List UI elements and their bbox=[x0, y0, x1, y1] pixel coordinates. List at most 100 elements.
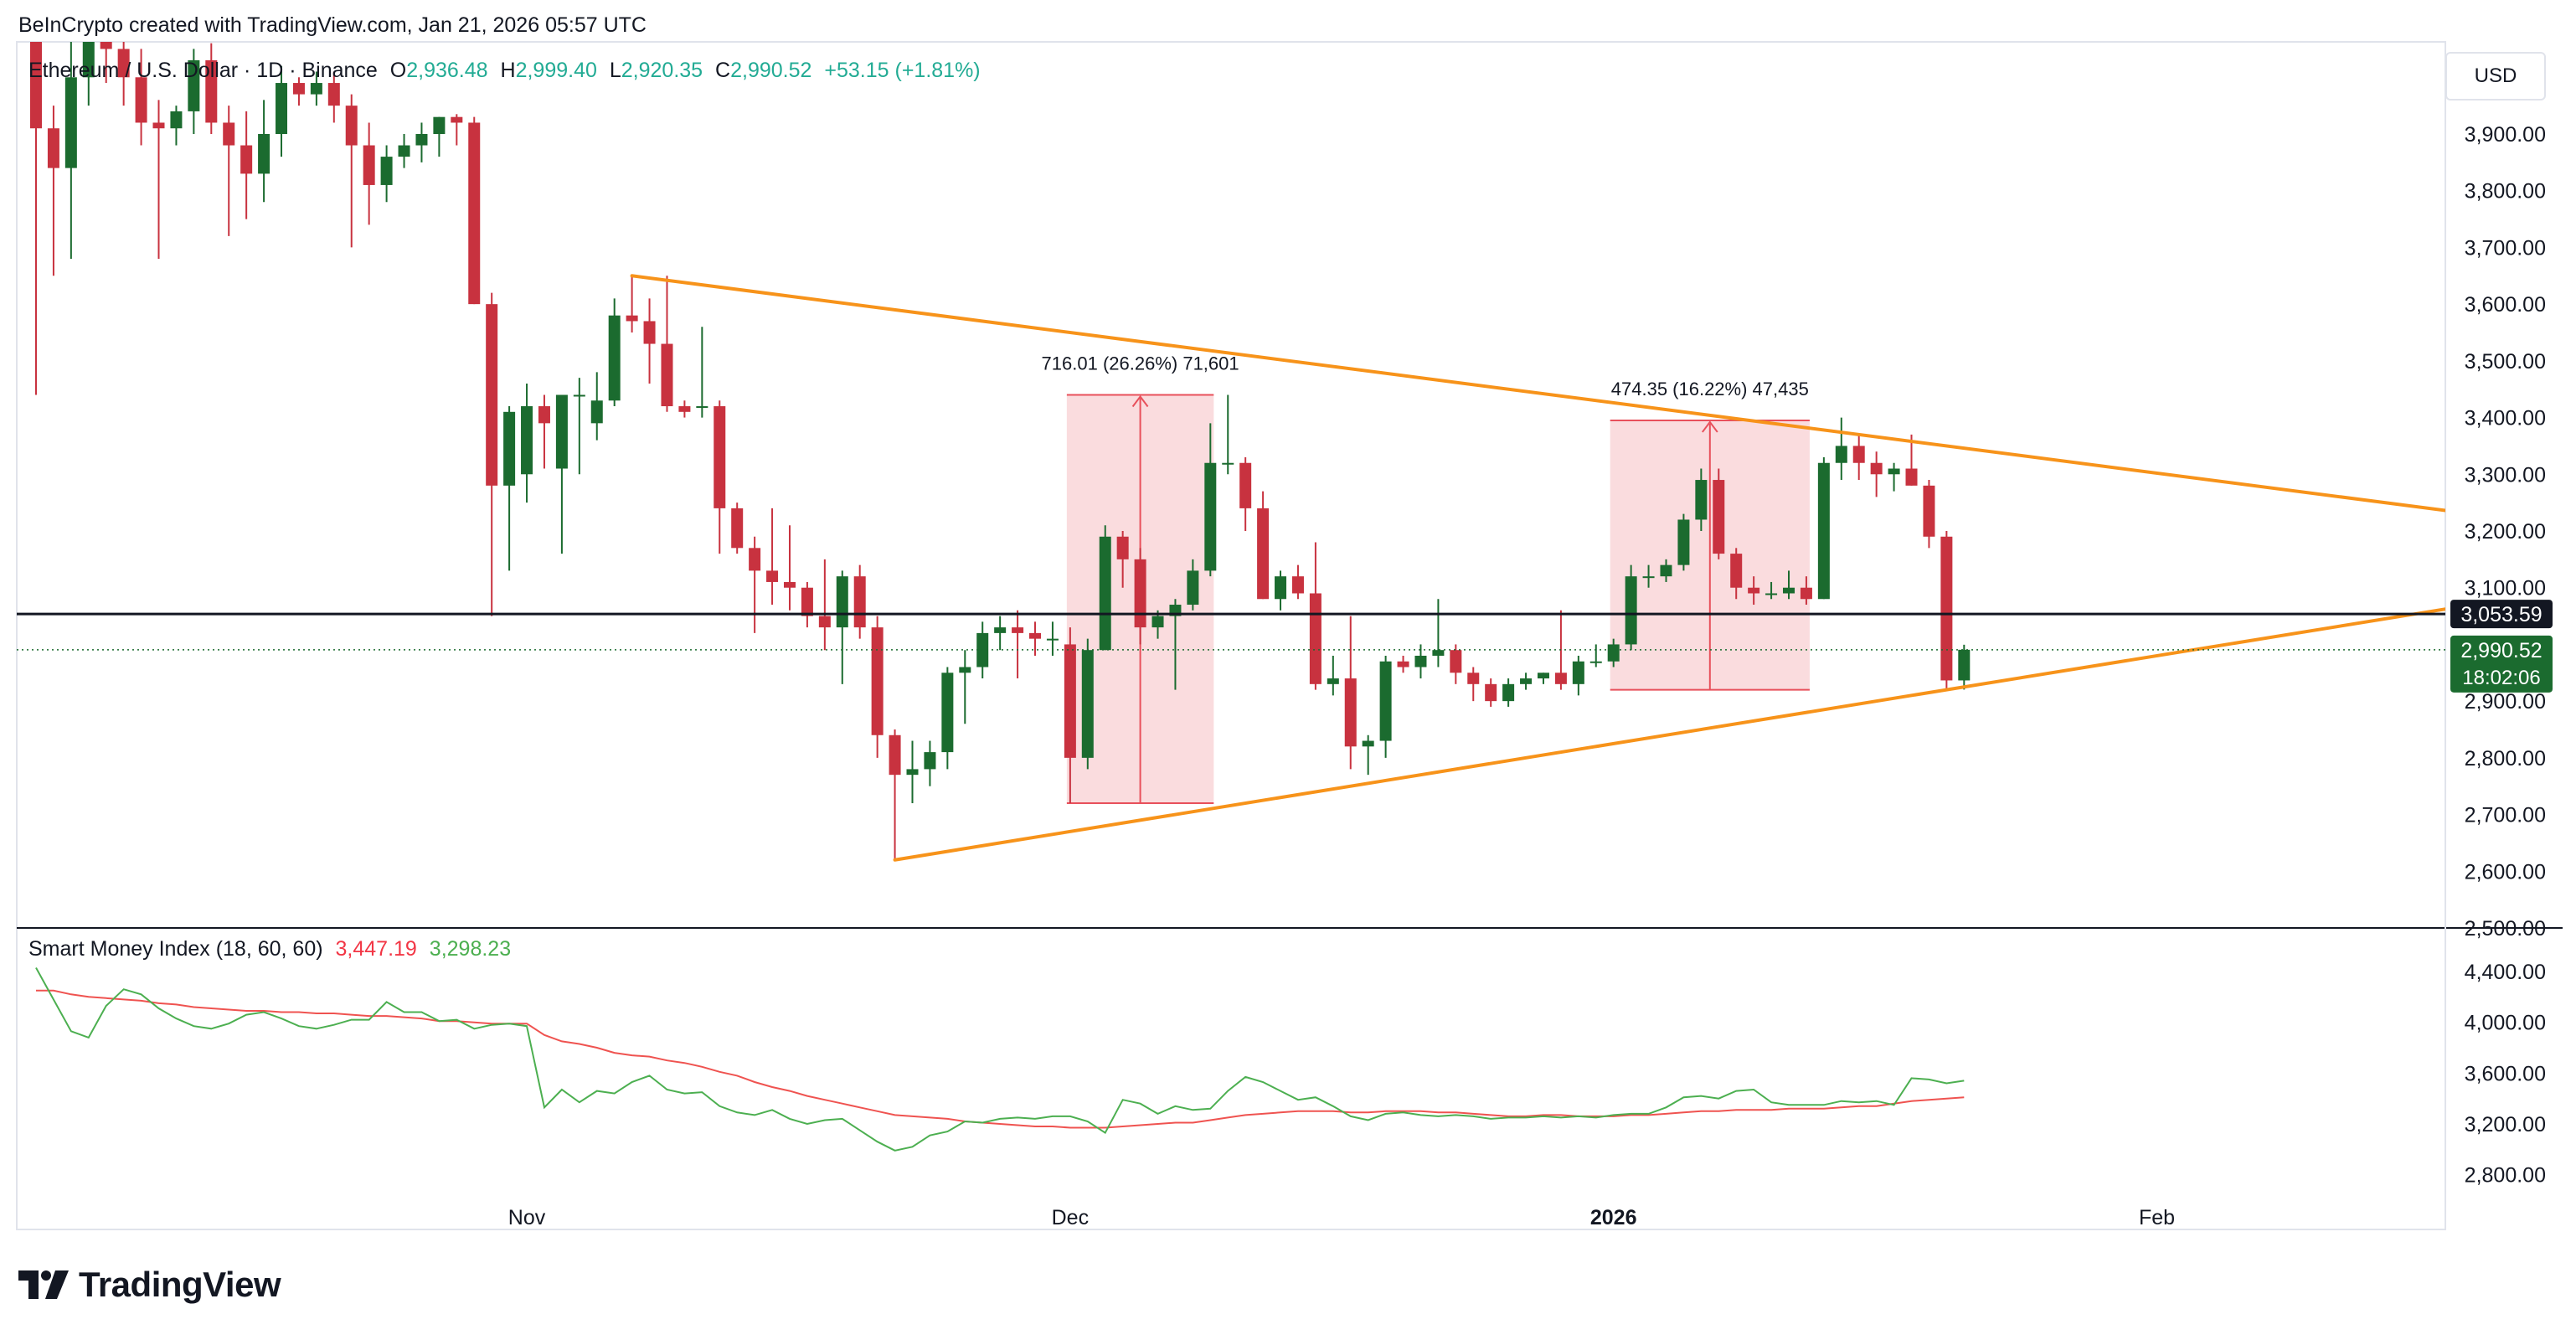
candle bbox=[1958, 644, 1971, 690]
candle bbox=[1275, 570, 1287, 611]
measure-range-label: 474.35 (16.22%) 47,435 bbox=[1611, 379, 1809, 399]
candle-body bbox=[906, 769, 919, 776]
candle-body bbox=[258, 134, 270, 174]
candle bbox=[1362, 734, 1374, 776]
candle-body bbox=[924, 752, 936, 770]
time-tick-label: Nov bbox=[508, 1206, 546, 1229]
price-tick-label: 3,600.00 bbox=[2465, 293, 2546, 317]
candle-body bbox=[380, 157, 393, 185]
candle-body bbox=[1397, 661, 1409, 667]
candle-body bbox=[853, 576, 866, 628]
candle bbox=[188, 49, 200, 134]
candle bbox=[1222, 394, 1234, 475]
candle bbox=[1695, 468, 1708, 531]
candle bbox=[327, 71, 340, 123]
candle bbox=[941, 667, 954, 770]
candle-body bbox=[1450, 650, 1462, 673]
trendlines bbox=[630, 274, 2445, 862]
candle bbox=[451, 114, 463, 146]
horizontal-line[interactable] bbox=[17, 612, 2445, 651]
candle-body bbox=[1467, 673, 1480, 684]
candle-body bbox=[1046, 638, 1059, 641]
candle-body bbox=[1713, 480, 1725, 554]
candle-body bbox=[276, 83, 288, 134]
trendline-lower bbox=[893, 607, 2445, 862]
candle bbox=[836, 570, 848, 684]
symbol-header[interactable]: Ethereum / U.S. Dollar · 1D · Binance O2… bbox=[28, 59, 981, 83]
candle bbox=[152, 100, 165, 259]
candle-body bbox=[117, 49, 130, 78]
candle bbox=[889, 729, 901, 860]
ohlc-close: 2,990.52 bbox=[730, 59, 812, 82]
candle-body bbox=[1835, 446, 1847, 463]
candle bbox=[696, 327, 708, 418]
candle-body bbox=[82, 42, 95, 78]
price-axis[interactable]: 3,900.00 3,800.00 3,700.00 3,600.00 3,500.00… bbox=[2450, 123, 2553, 1188]
candle bbox=[1870, 451, 1883, 497]
candle-body bbox=[1432, 650, 1445, 656]
candle bbox=[1625, 564, 1637, 651]
currency-button[interactable]: USD bbox=[2445, 52, 2546, 100]
countdown-label: 18:02:06 bbox=[2462, 667, 2540, 689]
candle bbox=[310, 71, 322, 106]
candle-body bbox=[1765, 593, 1778, 595]
candle-body bbox=[696, 406, 708, 409]
candle bbox=[1450, 644, 1462, 684]
tradingview-logo[interactable]: TradingView bbox=[18, 1265, 281, 1305]
candle-body bbox=[30, 42, 42, 129]
ohlc-open-label: O bbox=[389, 59, 407, 82]
candle bbox=[1940, 531, 1953, 690]
candle-body bbox=[626, 315, 638, 322]
candle-body bbox=[398, 145, 410, 157]
candle-body bbox=[205, 59, 218, 123]
tradingview-logo-text: TradingView bbox=[79, 1265, 281, 1304]
candle-body bbox=[1572, 661, 1584, 684]
candle-body bbox=[1520, 678, 1533, 684]
candle-body bbox=[292, 83, 305, 95]
candle bbox=[749, 536, 761, 633]
candle-body bbox=[1379, 661, 1392, 741]
price-tick-label: 2,600.00 bbox=[2465, 860, 2546, 884]
smi-legend[interactable]: Smart Money Index (18, 60, 60) 3,447.19 … bbox=[28, 937, 511, 961]
time-axis[interactable]: NovDec2026FebMar bbox=[508, 1206, 2576, 1229]
candle bbox=[1344, 616, 1357, 770]
chart-border bbox=[16, 41, 2446, 1230]
candle bbox=[1748, 576, 1760, 606]
candle bbox=[100, 42, 112, 84]
candle bbox=[1204, 423, 1217, 577]
candle-body bbox=[538, 406, 550, 424]
smart-money-index-pane bbox=[35, 967, 1965, 1152]
smi-value-red: 3,447.19 bbox=[335, 937, 417, 961]
candle bbox=[1257, 491, 1270, 600]
candle-body bbox=[555, 394, 568, 469]
tradingview-logo-icon bbox=[18, 1270, 69, 1299]
candle-body bbox=[783, 581, 796, 588]
measure-range-label: 716.01 (26.26%) 71,601 bbox=[1042, 353, 1239, 374]
candle bbox=[1467, 667, 1480, 702]
candle bbox=[345, 94, 358, 248]
candle-body bbox=[731, 508, 744, 549]
candle-body bbox=[1204, 462, 1217, 571]
attribution-text: BeInCrypto created with TradingView.com,… bbox=[18, 13, 647, 37]
candle bbox=[521, 383, 533, 503]
candle bbox=[871, 616, 884, 758]
candle bbox=[924, 740, 936, 786]
candle bbox=[47, 106, 59, 276]
candle-body bbox=[468, 122, 481, 305]
measure-ranges: 716.01 (26.26%) 71,601 474.35 (16.22%) 47… bbox=[1042, 353, 1810, 805]
candle-body bbox=[1275, 576, 1287, 600]
candle bbox=[1923, 480, 1935, 549]
candle-body bbox=[1344, 678, 1357, 747]
ohlc-open: 2,936.48 bbox=[406, 59, 488, 82]
candle-body bbox=[1485, 683, 1497, 702]
candle bbox=[1905, 434, 1918, 486]
smi-value-green: 3,298.23 bbox=[429, 937, 512, 961]
candle bbox=[801, 581, 813, 628]
price-tick-label: 3,900.00 bbox=[2465, 123, 2546, 147]
candle bbox=[433, 116, 446, 157]
currency-label: USD bbox=[2474, 64, 2517, 87]
candle bbox=[590, 372, 603, 441]
candle-body bbox=[801, 587, 813, 616]
candle-body bbox=[643, 321, 656, 344]
